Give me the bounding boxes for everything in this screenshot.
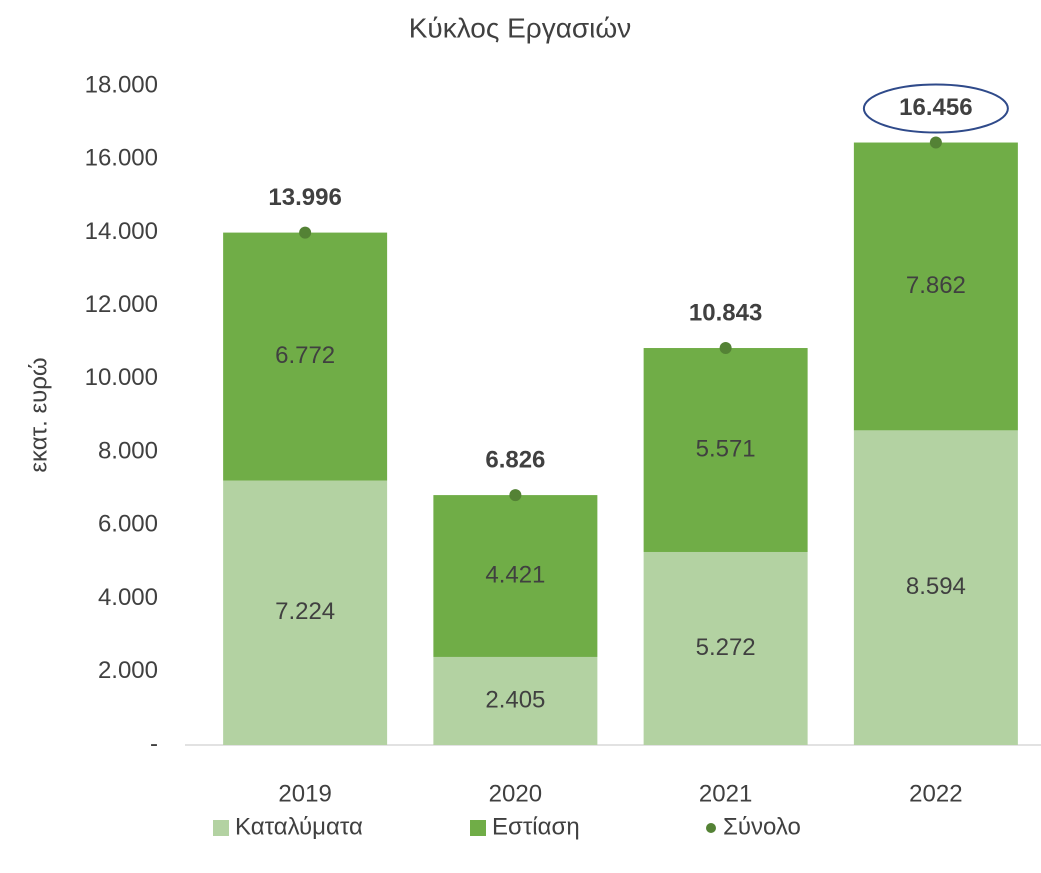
value-label: 5.571 xyxy=(696,435,756,462)
x-tick-label: 2019 xyxy=(278,780,331,807)
bar-segment xyxy=(853,142,1018,431)
y-tick-label: 18.000 xyxy=(85,71,158,98)
value-label: 7.224 xyxy=(275,598,335,625)
total-marker xyxy=(719,342,732,355)
total-marker xyxy=(299,226,312,239)
legend-swatch xyxy=(706,823,716,833)
total-label: 10.843 xyxy=(689,299,762,326)
value-label: 8.594 xyxy=(906,573,966,600)
value-label: 7.862 xyxy=(906,272,966,299)
bar-segment xyxy=(223,480,388,745)
highlight-ellipse xyxy=(862,83,1009,134)
x-tick-label: 2021 xyxy=(699,780,752,807)
value-label: 2.405 xyxy=(485,686,545,713)
legend-swatch xyxy=(470,820,486,836)
x-tick-label: 2020 xyxy=(489,780,542,807)
total-label: 16.456 xyxy=(899,94,972,121)
total-marker xyxy=(509,489,522,502)
legend-label: Σύνολο xyxy=(723,813,801,840)
bar-segment xyxy=(433,495,598,657)
y-tick-label: 6.000 xyxy=(98,511,158,538)
y-tick-label: 16.000 xyxy=(85,145,158,172)
value-label: 6.772 xyxy=(275,342,335,369)
total-label: 6.826 xyxy=(485,446,545,473)
y-tick-label: - xyxy=(150,730,158,757)
bar-segment xyxy=(643,551,808,745)
y-tick-label: 4.000 xyxy=(98,584,158,611)
y-tick-label: 12.000 xyxy=(85,291,158,318)
y-tick-label: 2.000 xyxy=(98,657,158,684)
value-label: 4.421 xyxy=(485,561,545,588)
y-axis-label: εκατ. ευρώ xyxy=(25,357,52,472)
bar-segment xyxy=(853,430,1018,745)
bar-segment xyxy=(223,232,388,481)
y-tick-label: 8.000 xyxy=(98,437,158,464)
legend-swatch xyxy=(213,820,229,836)
value-label: 5.272 xyxy=(696,634,756,661)
x-tick-label: 2022 xyxy=(909,780,962,807)
bar-segment xyxy=(643,348,808,552)
y-tick-label: 14.000 xyxy=(85,218,158,245)
bar-segment xyxy=(433,656,598,745)
legend-label: Καταλύματα xyxy=(235,813,363,840)
legend-label: Εστίαση xyxy=(492,813,580,840)
total-label: 13.996 xyxy=(268,184,341,211)
chart-title: Κύκλος Εργασιών xyxy=(409,12,632,43)
y-tick-label: 10.000 xyxy=(85,364,158,391)
total-marker xyxy=(929,136,942,149)
